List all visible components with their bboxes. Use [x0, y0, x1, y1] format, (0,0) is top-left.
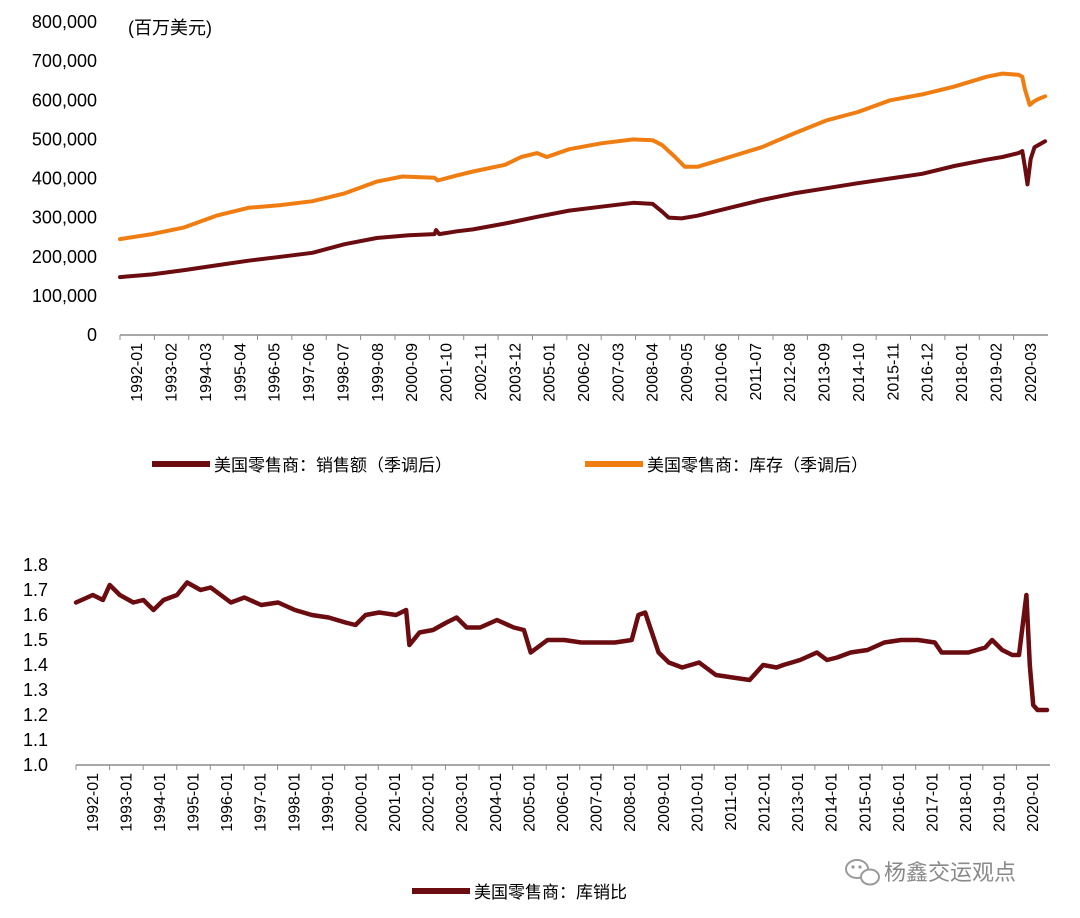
series-line-0 [118, 139, 1048, 280]
x-tick-label: 2016-01 [891, 773, 908, 832]
x-tick-label: 2008-01 [622, 773, 639, 832]
x-tick-label: 2020-01 [1025, 773, 1042, 832]
x-tick-label: 2003-01 [454, 773, 471, 832]
y-tick-label: 1.3 [23, 680, 48, 700]
legend-inventory-label: 美国零售商：库存（季调后） [647, 456, 868, 476]
x-tick-label: 2004-01 [488, 773, 505, 832]
x-tick-label: 2000-09 [404, 343, 421, 402]
y-tick-label: 1.4 [23, 655, 48, 675]
sales-inventory-chart: 0 100,000 200,000 300,000 400,000 500,000 600,… [32, 12, 1048, 402]
x-tick-label: 1996-01 [219, 773, 236, 832]
bottom-x-axis-ticks: 1992-01 1993-01 1994-01 1995-01 1996-01 1997-… [75, 765, 1042, 832]
y-tick-label: 1.6 [23, 605, 48, 625]
y-tick-label: 800,000 [32, 12, 97, 32]
x-tick-label: 2013-01 [790, 773, 807, 832]
top-x-axis-ticks: 1992-01 1993-02 1994-03 1995-04 1996-05 1997-… [119, 335, 1040, 402]
x-tick-label: 1998-01 [286, 773, 303, 832]
x-tick-label: 2016-12 [920, 343, 937, 402]
y-tick-label: 700,000 [32, 51, 97, 71]
x-tick-label: 2012-01 [757, 773, 774, 832]
watermark: 杨鑫交运观点 [845, 859, 1016, 886]
x-tick-label: 1995-04 [232, 343, 249, 402]
x-tick-label: 2001-01 [387, 773, 404, 832]
top-y-axis-ticks: 0 100,000 200,000 300,000 400,000 500,000 600,… [32, 12, 97, 345]
y-tick-label: 400,000 [32, 169, 97, 189]
x-tick-label: 2009-01 [656, 773, 673, 832]
y-tick-label: 1.1 [23, 730, 48, 750]
x-tick-label: 1996-05 [267, 343, 284, 402]
y-tick-label: 1.8 [23, 555, 48, 575]
bottom-y-axis-ticks: 1.0 1.1 1.2 1.3 1.4 1.5 1.6 1.7 1.8 [23, 555, 48, 775]
x-tick-label: 2015-01 [857, 773, 874, 832]
y-tick-label: 0 [87, 325, 97, 345]
x-tick-label: 2009-05 [679, 343, 696, 402]
x-tick-label: 2011-07 [748, 343, 765, 401]
x-tick-label: 2001-10 [439, 343, 456, 402]
x-tick-label: 1997-01 [253, 773, 270, 832]
x-tick-label: 1998-07 [335, 343, 352, 402]
x-tick-label: 2018-01 [954, 343, 971, 402]
series-line-1 [118, 71, 1048, 242]
x-tick-label: 1997-06 [301, 343, 318, 402]
x-tick-label: 1994-03 [198, 343, 215, 402]
legend-ratio-label: 美国零售商：库销比 [474, 883, 627, 903]
y-tick-label: 600,000 [32, 90, 97, 110]
x-tick-label: 2014-01 [824, 773, 841, 832]
bottom-legend: 美国零售商：库销比 [412, 883, 627, 903]
x-tick-label: 2011-01 [723, 773, 740, 831]
x-tick-label: 1992-01 [129, 343, 146, 402]
x-tick-label: 2010-06 [713, 343, 730, 402]
x-tick-label: 2000-01 [353, 773, 370, 832]
x-tick-label: 2013-09 [817, 343, 834, 402]
watermark-text: 杨鑫交运观点 [884, 861, 1016, 886]
x-tick-label: 2005-01 [542, 343, 559, 402]
x-tick-label: 2014-10 [851, 343, 868, 402]
x-tick-label: 1992-01 [85, 773, 102, 832]
inventory-sales-ratio-chart: 1.0 1.1 1.2 1.3 1.4 1.5 1.6 1.7 1.8 1992-01 1993-… [23, 555, 1050, 832]
y-tick-label: 100,000 [32, 286, 97, 306]
y-tick-label: 1.0 [23, 755, 48, 775]
x-tick-label: 1999-08 [370, 343, 387, 402]
x-tick-label: 2019-01 [992, 773, 1009, 832]
x-tick-label: 2006-01 [555, 773, 572, 832]
wechat-icon [845, 859, 880, 886]
top-unit-label: (百万美元) [128, 18, 212, 38]
series-line-0 [73, 580, 1050, 713]
bottom-series-lines [73, 580, 1050, 713]
x-tick-label: 2018-01 [958, 773, 975, 832]
legend-sales-label: 美国零售商：销售额（季调后） [214, 456, 452, 476]
y-tick-label: 500,000 [32, 129, 97, 149]
x-tick-label: 2006-02 [576, 343, 593, 402]
y-tick-label: 1.2 [23, 705, 48, 725]
x-tick-label: 2020-03 [1023, 343, 1040, 402]
x-tick-label: 2003-12 [507, 343, 524, 402]
x-tick-label: 2002-11 [473, 343, 490, 401]
y-tick-label: 1.7 [23, 580, 48, 600]
x-tick-label: 2012-08 [782, 343, 799, 402]
x-tick-label: 2005-01 [521, 773, 538, 832]
y-tick-label: 1.5 [23, 630, 48, 650]
x-tick-label: 2002-01 [421, 773, 438, 832]
x-tick-label: 2015-11 [885, 343, 902, 401]
x-tick-label: 1995-01 [186, 773, 203, 832]
x-tick-label: 2010-01 [689, 773, 706, 832]
x-tick-label: 2007-03 [610, 343, 627, 402]
y-tick-label: 200,000 [32, 247, 97, 267]
y-tick-label: 300,000 [32, 208, 97, 228]
x-tick-label: 1999-01 [320, 773, 337, 832]
top-series-lines [118, 71, 1048, 280]
x-tick-label: 2008-04 [645, 343, 662, 402]
x-tick-label: 2017-01 [924, 773, 941, 832]
top-legend: 美国零售商：销售额（季调后） 美国零售商：库存（季调后） [152, 456, 868, 476]
x-tick-label: 1993-01 [118, 773, 135, 832]
x-tick-label: 2007-01 [589, 773, 606, 832]
x-tick-label: 1993-02 [164, 343, 181, 402]
x-tick-label: 1994-01 [152, 773, 169, 832]
x-tick-label: 2019-02 [988, 343, 1005, 402]
